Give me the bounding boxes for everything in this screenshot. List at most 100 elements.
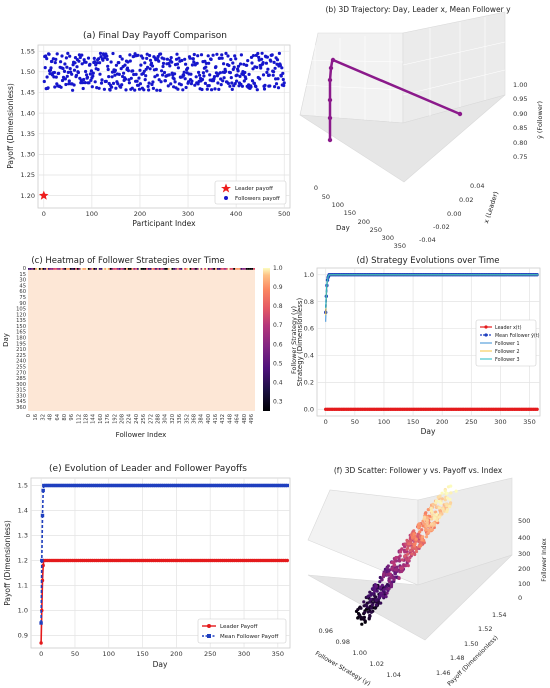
series-marker xyxy=(117,483,121,488)
follower-payoff-point xyxy=(236,64,241,68)
heatmap-cell xyxy=(113,268,116,270)
series-marker xyxy=(60,483,64,488)
e-xtick-label: 50 xyxy=(71,650,79,658)
heatmap-cell xyxy=(35,268,38,270)
series-marker xyxy=(133,483,137,488)
follower-payoff-point xyxy=(190,63,194,67)
series-marker xyxy=(62,483,66,488)
heatmap-cell xyxy=(109,268,112,270)
heatmap-cell xyxy=(166,268,168,270)
series-marker xyxy=(39,621,43,625)
a-ytick-label: 1.35 xyxy=(21,130,35,138)
scatter3d-point xyxy=(378,580,382,584)
series-marker xyxy=(153,483,158,488)
scatter3d-point xyxy=(424,511,428,515)
follower-payoff-point xyxy=(197,70,201,74)
series-marker xyxy=(234,483,239,488)
follower-payoff-point xyxy=(281,71,285,75)
follower-payoff-point xyxy=(72,68,77,72)
follower-payoff-point xyxy=(127,78,131,82)
f-z-ticks: 0 100 200 300 400 500 xyxy=(518,517,530,602)
scatter3d-point xyxy=(445,496,450,500)
heatmap-cell xyxy=(206,268,208,270)
follower-payoff-point xyxy=(81,86,85,91)
heatmap-cell xyxy=(93,268,96,270)
follower-payoff-point xyxy=(167,73,171,77)
c-ytick-label: 195 xyxy=(16,341,26,347)
series-marker xyxy=(129,483,133,488)
follower-payoff-point xyxy=(54,57,58,62)
follower-payoff-point xyxy=(113,68,117,72)
series-marker xyxy=(269,483,273,488)
heatmap-cell xyxy=(62,268,65,270)
follower-payoff-point xyxy=(53,61,57,65)
d-xtick-label: 350 xyxy=(523,418,535,426)
follower-payoff-point xyxy=(161,61,166,65)
follower-payoff-point xyxy=(45,75,49,79)
follower-payoff-point xyxy=(272,70,276,74)
follower-payoff-point xyxy=(142,88,146,92)
heatmap-cell xyxy=(57,268,59,270)
series-marker xyxy=(285,483,289,488)
follower-payoff-point xyxy=(184,62,188,66)
follower-payoff-point xyxy=(190,79,194,83)
e-xtick-label: 250 xyxy=(204,650,216,658)
scatter3d-point xyxy=(424,535,429,539)
c-xtick-label: 160 xyxy=(98,414,104,424)
scatter3d-point xyxy=(422,515,427,519)
follower-payoff-point xyxy=(109,60,113,64)
c-colorbar-tick: 0.5 xyxy=(273,360,283,367)
series-marker xyxy=(54,483,58,488)
follower-payoff-point xyxy=(163,79,167,83)
follower-payoff-point xyxy=(250,79,255,83)
follower-payoff-point xyxy=(123,63,127,67)
d-x-label: Day xyxy=(421,427,436,436)
follower-payoff-point xyxy=(110,85,114,89)
c-colorbar-tick: 1.0 xyxy=(273,265,283,272)
follower-payoff-point xyxy=(76,70,80,75)
f-z-tick: 0 xyxy=(518,594,522,602)
series-marker xyxy=(196,483,200,488)
heatmap-cell xyxy=(49,268,52,270)
follower-payoff-point xyxy=(159,80,163,84)
series-marker xyxy=(143,483,147,488)
c-xtick-label: 352 xyxy=(184,414,190,424)
follower-payoff-point xyxy=(257,58,261,62)
heatmap-cell xyxy=(71,268,74,270)
heatmap-cell xyxy=(129,268,132,270)
follower-payoff-point xyxy=(91,71,95,75)
follower-payoff-point xyxy=(113,73,117,77)
heatmap-cell xyxy=(120,268,123,270)
b-day-tick: 50 xyxy=(322,193,330,201)
follower-payoff-point xyxy=(212,75,217,79)
scatter3d-point xyxy=(412,529,416,533)
heatmap-cell xyxy=(95,268,97,270)
follower-payoff-point xyxy=(265,70,269,74)
follower-payoff-point xyxy=(61,66,65,71)
heatmap-cell xyxy=(171,268,174,270)
series-marker xyxy=(275,483,279,488)
b-traj-point xyxy=(327,97,333,103)
scatter3d-point xyxy=(420,528,424,532)
follower-payoff-point xyxy=(273,66,277,70)
follower-payoff-point xyxy=(114,86,118,90)
scatter3d-point xyxy=(435,512,439,517)
c-colorbar-ticks: 1.0 0.9 0.8 0.7 0.6 0.5 0.4 0.3 xyxy=(273,265,283,406)
e-legend: Leader Payoff Mean Follower Payoff xyxy=(197,618,287,644)
panel-a-legend: Leader payoff Followers payoff xyxy=(214,180,287,205)
follower-payoff-point xyxy=(235,79,239,83)
follower-payoff-point xyxy=(133,88,137,92)
scatter3d-point xyxy=(420,538,424,542)
follower-payoff-point xyxy=(99,55,103,59)
d-legend-label: Mean Follower ȳ(t) xyxy=(495,333,540,339)
follower-payoff-point xyxy=(81,81,85,85)
follower-payoff-point xyxy=(191,57,195,61)
scatter3d-point xyxy=(363,610,367,615)
heatmap-cell xyxy=(131,268,134,270)
b-z-tick: 1.00 xyxy=(513,81,527,89)
follower-payoff-point xyxy=(176,66,180,70)
f-y-tick: 1.48 xyxy=(450,654,464,662)
follower-payoff-point xyxy=(193,83,197,87)
heatmap-cell xyxy=(164,268,166,270)
a-legend-circle-marker xyxy=(224,196,228,200)
